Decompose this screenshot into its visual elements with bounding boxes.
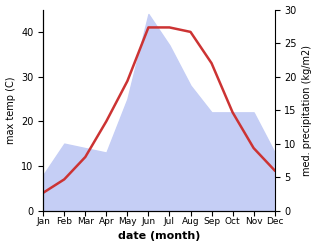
- Y-axis label: max temp (C): max temp (C): [5, 76, 16, 144]
- Y-axis label: med. precipitation (kg/m2): med. precipitation (kg/m2): [302, 45, 313, 176]
- X-axis label: date (month): date (month): [118, 231, 200, 242]
